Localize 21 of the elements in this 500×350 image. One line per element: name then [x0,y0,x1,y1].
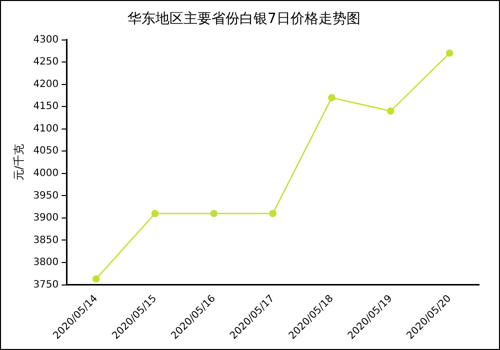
y-tick-label: 4200 [33,78,59,90]
y-tick-label: 3900 [33,212,59,224]
y-tick-label: 3950 [33,190,59,202]
y-axis-title: 元/千克 [12,144,26,181]
y-tick-label: 3750 [33,279,59,290]
point [328,94,336,102]
y-tick-label: 3800 [33,257,59,268]
point [210,210,218,218]
point [151,210,159,218]
y-tick-label: 4150 [33,101,59,112]
point [446,50,454,57]
y-tick-label: 4300 [33,34,59,46]
y-tick-label: 4250 [33,56,59,68]
y-tick-label: 4100 [33,123,59,134]
y-tick-label: 4000 [33,168,59,180]
y-tick-label: 3850 [33,234,59,246]
point [92,275,100,283]
y-tick-label: 4050 [33,146,59,157]
point [269,210,276,218]
chart-title: 华东地区主要省份白银7日价格走势图 [128,11,360,28]
point [386,107,394,115]
